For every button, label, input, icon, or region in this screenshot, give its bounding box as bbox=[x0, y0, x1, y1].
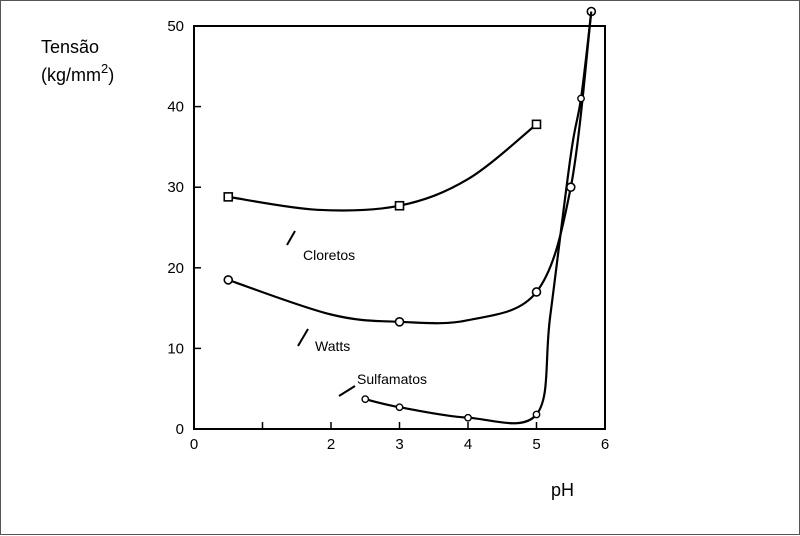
x-tick-label: 5 bbox=[532, 436, 540, 453]
x-tick-label: 3 bbox=[395, 436, 403, 453]
y-axis-title-line1: Tensão bbox=[41, 37, 99, 57]
series-line-watts bbox=[227, 11, 593, 325]
y-tick-label: 0 bbox=[176, 421, 184, 438]
y-tick-label: 40 bbox=[167, 99, 184, 116]
data-point-sulfamatos bbox=[464, 413, 472, 422]
annotation-cloretos: Cloretos bbox=[303, 247, 355, 263]
annotation-sulfamatos: Sulfamatos bbox=[357, 371, 427, 387]
y-tick-label: 30 bbox=[167, 179, 184, 196]
annotation-leader-watts bbox=[297, 328, 309, 347]
data-point-watts bbox=[394, 317, 405, 327]
series-watts bbox=[223, 6, 597, 327]
data-point-watts bbox=[223, 275, 234, 285]
series-sulfamatos bbox=[361, 11, 593, 425]
series-line-cloretos bbox=[228, 123, 538, 212]
data-point-cloretos bbox=[531, 119, 542, 130]
y-axis-title: Tensão (kg/mm2) bbox=[41, 37, 114, 85]
series-line-sulfamatos bbox=[365, 11, 593, 425]
data-point-sulfamatos bbox=[577, 94, 585, 103]
x-tick-label: 4 bbox=[464, 436, 472, 453]
x-tick-label: 0 bbox=[190, 436, 198, 453]
annotation-leader-cloretos bbox=[286, 230, 296, 246]
data-point-sulfamatos bbox=[361, 395, 370, 404]
annotation-watts: Watts bbox=[315, 338, 350, 354]
data-point-cloretos bbox=[223, 192, 234, 202]
data-point-cloretos bbox=[394, 200, 405, 211]
plot-box bbox=[193, 25, 606, 430]
x-axis-title: pH bbox=[551, 480, 574, 500]
x-tick-label: 2 bbox=[327, 436, 335, 453]
data-point-watts bbox=[531, 287, 542, 297]
y-tick-label: 20 bbox=[167, 260, 184, 277]
y-axis-title-line2: (kg/mm2) bbox=[41, 61, 114, 85]
series-cloretos bbox=[223, 119, 542, 212]
plot-area: 0 2 3 4 5 6 0 10 20 30 40 50 Cloretos Watts Sulfamatos bbox=[167, 6, 609, 453]
data-point-sulfamatos bbox=[395, 403, 404, 412]
data-point-sulfamatos bbox=[532, 410, 541, 419]
y-tick-label: 10 bbox=[167, 340, 184, 357]
x-tick-label: 6 bbox=[601, 436, 609, 453]
annotation-leader-sulfamatos bbox=[338, 385, 356, 397]
y-tick-label: 50 bbox=[167, 18, 184, 35]
